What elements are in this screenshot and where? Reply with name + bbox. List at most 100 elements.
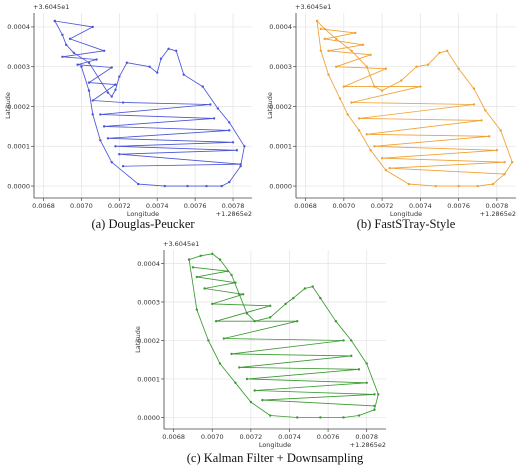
chart-panel-faststray-style: 0.0068 0.0070 0.0072 0.0074 0.0076 0.0078 0.00… — [262, 0, 522, 238]
trajectory-point — [199, 254, 202, 257]
trajectory-point — [99, 139, 102, 142]
trajectory-point — [114, 145, 117, 148]
trajectory-point — [346, 113, 349, 116]
trajectory-line — [192, 266, 375, 407]
trajectory-point — [228, 121, 231, 124]
trajectory-point — [407, 182, 411, 186]
trajectory-point — [80, 65, 83, 68]
trajectory-point — [61, 55, 64, 58]
trajectory-point — [182, 73, 185, 76]
trajectory-point — [91, 25, 94, 29]
trajectory-point — [220, 184, 223, 188]
trajectory-point — [238, 366, 241, 369]
trajectory-point — [357, 129, 361, 132]
trajectory-point — [91, 99, 94, 102]
y-tick-label: 0.0000 — [137, 414, 160, 422]
trajectory-point — [503, 172, 506, 176]
x-tick-label: 0.0068 — [162, 433, 185, 441]
trajectory-point — [311, 285, 314, 288]
chart-caption: (c) Kalman Filter + Downsampling — [187, 451, 364, 465]
trajectory-point — [95, 58, 98, 61]
trajectory-point — [296, 320, 299, 323]
trajectory-point — [239, 162, 242, 166]
x-tick-label: 0.0072 — [108, 202, 131, 210]
y-tick-label: 0.0003 — [269, 63, 292, 71]
trajectory-point — [137, 182, 140, 186]
y-tick-label: 0.0004 — [137, 260, 160, 268]
trajectory-point — [72, 51, 76, 54]
trajectory-point — [319, 27, 323, 31]
y-offset-label: +3.6045e1 — [33, 3, 69, 11]
trajectory-line — [320, 28, 505, 175]
trajectory-point — [207, 339, 210, 342]
trajectory-point — [323, 37, 326, 41]
chart-svg: 0.0068 0.0070 0.0072 0.0074 0.0076 0.0078 0.00… — [266, 3, 516, 231]
chart-svg: 0.0068 0.0070 0.0072 0.0074 0.0076 0.0078 0.00… — [134, 240, 386, 465]
trajectory-point — [457, 67, 460, 70]
trajectory-point — [373, 145, 376, 148]
trajectory-point — [284, 302, 287, 306]
trajectory-point — [110, 160, 113, 164]
trajectory-point — [350, 101, 353, 104]
x-tick-label: 0.0078 — [355, 433, 378, 441]
chart-svg: 0.0068 0.0070 0.0072 0.0074 0.0076 0.0078 0.00… — [4, 3, 252, 231]
trajectory-point — [268, 304, 272, 308]
trajectory-point — [99, 113, 102, 116]
y-tick-label: 0.0002 — [269, 103, 292, 111]
x-tick-label: 0.0072 — [371, 202, 394, 210]
trajectory-point — [148, 65, 151, 68]
trajectory-point — [415, 65, 418, 68]
trajectory-point — [296, 416, 299, 419]
trajectory-point — [61, 33, 64, 37]
trajectory-point — [373, 404, 376, 408]
trajectory-point — [342, 85, 346, 88]
trajectory-point — [495, 149, 499, 152]
y-tick-label: 0.0002 — [7, 103, 30, 111]
trajectory-point — [334, 320, 338, 323]
trajectory-point — [373, 408, 376, 411]
trajectory-point — [156, 71, 159, 74]
trajectory-point — [216, 107, 220, 110]
trajectory-point — [245, 377, 249, 381]
x-tick-label: 0.0078 — [485, 202, 508, 210]
trajectory-point — [114, 83, 117, 86]
x-offset-label: +1.2865e2 — [216, 210, 252, 218]
trajectory-point — [457, 184, 460, 188]
trajectory-point — [121, 164, 125, 168]
trajectory-point — [76, 63, 79, 66]
y-tick-label: 0.0001 — [137, 375, 160, 383]
trajectory-point — [384, 67, 388, 70]
x-tick-label: 0.0074 — [278, 433, 301, 441]
trajectory-point — [377, 393, 380, 396]
trajectory-point — [159, 57, 163, 60]
trajectory-point — [338, 97, 342, 100]
trajectory-point — [350, 49, 353, 52]
trajectory-point — [357, 368, 361, 371]
trajectory-point — [226, 269, 229, 273]
trajectory-point — [357, 117, 361, 120]
trajectory-point — [241, 293, 245, 296]
x-offset-label: +1.2865e2 — [350, 441, 386, 449]
trajectory-point — [102, 49, 106, 52]
trajectory-point — [350, 354, 353, 358]
trajectory-point — [365, 133, 368, 136]
trajectory-point — [118, 75, 121, 78]
trajectory-point — [65, 43, 68, 47]
x-axis-label: Longitude — [127, 210, 159, 218]
trajectory-point — [268, 316, 272, 319]
trajectory-point — [195, 308, 199, 311]
chart-caption: (a) Douglas-Peucker — [91, 217, 195, 231]
trajectory-point — [426, 63, 430, 66]
x-tick-label: 0.0076 — [184, 202, 207, 210]
trajectory-point — [163, 184, 166, 188]
trajectory-point — [222, 337, 226, 340]
trajectory-point — [239, 164, 242, 168]
trajectory-point — [235, 149, 239, 152]
y-tick-label: 0.0002 — [137, 337, 160, 345]
trajectory-point — [488, 135, 491, 138]
trajectory-point — [484, 109, 487, 112]
trajectory-point — [327, 49, 330, 52]
x-tick-label: 0.0074 — [146, 202, 169, 210]
trajectory-point — [327, 73, 330, 76]
trajectory-point — [261, 398, 264, 402]
